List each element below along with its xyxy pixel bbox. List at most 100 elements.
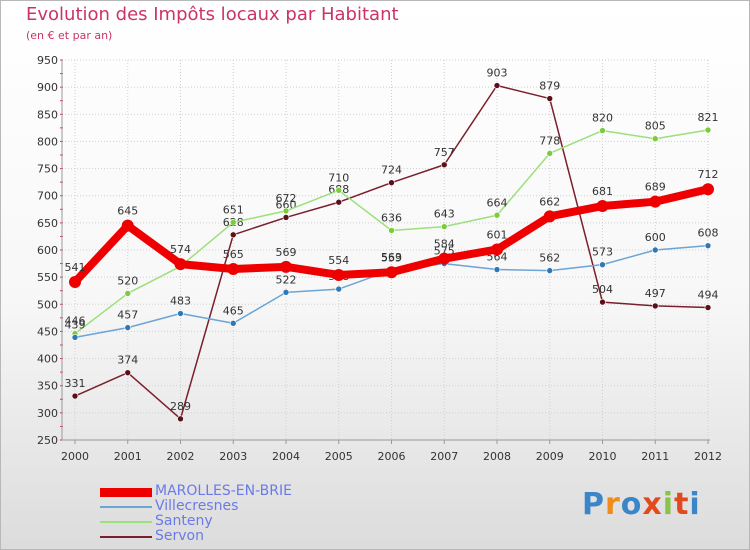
data-point xyxy=(227,263,240,275)
x-tick-label: 2008 xyxy=(483,450,511,463)
y-tick-label: 350 xyxy=(37,380,58,393)
data-label: 662 xyxy=(539,195,560,208)
x-tick-label: 2007 xyxy=(430,450,458,463)
data-label: 289 xyxy=(170,400,191,413)
data-point xyxy=(385,266,398,279)
x-tick-label: 2003 xyxy=(219,450,247,463)
logo-letter: P xyxy=(582,487,605,522)
y-tick-label: 800 xyxy=(37,135,58,148)
data-point xyxy=(69,276,81,289)
data-label: 600 xyxy=(645,231,666,244)
y-tick-label: 250 xyxy=(37,434,58,447)
legend-swatch xyxy=(100,536,152,538)
data-label: 724 xyxy=(381,164,402,177)
x-tick-label: 2006 xyxy=(378,450,406,463)
x-tick-label: 2010 xyxy=(589,450,617,463)
data-point xyxy=(388,227,395,234)
data-point xyxy=(704,242,712,249)
y-tick-label: 600 xyxy=(37,244,58,257)
logo-letter: o xyxy=(620,487,643,522)
data-label: 331 xyxy=(65,377,86,390)
data-point xyxy=(491,243,503,256)
data-point xyxy=(649,195,662,208)
data-point xyxy=(335,198,343,206)
data-point xyxy=(229,219,237,226)
x-tick-label: 2011 xyxy=(641,450,669,463)
logo-letter: t xyxy=(674,487,690,522)
data-point xyxy=(704,126,712,134)
data-label: 483 xyxy=(170,295,191,308)
data-point xyxy=(335,186,343,194)
data-point xyxy=(121,219,134,232)
data-point xyxy=(388,179,395,186)
proxiti-logo: Proxiti xyxy=(582,487,701,522)
data-label: 563 xyxy=(381,251,402,264)
data-label: 643 xyxy=(434,208,455,221)
data-label: 520 xyxy=(117,274,138,287)
y-tick-label: 700 xyxy=(37,190,58,203)
data-label: 562 xyxy=(539,252,560,265)
data-point xyxy=(335,285,343,293)
data-point xyxy=(546,150,554,157)
data-label: 821 xyxy=(698,111,719,124)
legend-swatch xyxy=(100,487,152,497)
x-tick-label: 2009 xyxy=(536,450,564,463)
data-point xyxy=(651,302,659,310)
data-point xyxy=(651,135,659,143)
x-tick-label: 2012 xyxy=(694,450,722,463)
y-tick-label: 650 xyxy=(37,217,58,230)
data-label: 569 xyxy=(276,246,297,259)
data-label: 584 xyxy=(434,238,455,251)
y-tick-label: 950 xyxy=(37,54,58,67)
data-point xyxy=(543,210,556,223)
data-point xyxy=(440,223,448,230)
data-label: 465 xyxy=(223,304,244,317)
data-point xyxy=(332,268,345,281)
y-tick-label: 900 xyxy=(37,81,58,94)
data-label: 651 xyxy=(223,203,244,216)
legend-label: MAROLLES-EN-BRIE xyxy=(155,483,292,499)
x-tick-label: 2002 xyxy=(167,450,195,463)
data-point xyxy=(124,369,132,376)
data-label: 820 xyxy=(592,112,613,125)
logo-letter: x xyxy=(642,487,663,522)
legend-label: Santeny xyxy=(155,513,213,529)
data-label: 805 xyxy=(645,120,666,133)
data-point xyxy=(651,246,659,254)
data-label: 574 xyxy=(170,243,191,256)
data-label: 601 xyxy=(487,228,508,241)
data-point xyxy=(177,310,184,317)
data-point xyxy=(177,415,184,423)
data-point xyxy=(282,207,290,215)
legend-swatch xyxy=(100,521,152,523)
data-label: 757 xyxy=(434,146,455,159)
data-label: 554 xyxy=(328,254,349,267)
legend-swatch xyxy=(100,506,152,508)
data-label: 681 xyxy=(592,185,613,198)
legend-label: Villecresnes xyxy=(155,498,239,514)
data-label: 504 xyxy=(592,283,613,296)
chart-subtitle: (en € et par an) xyxy=(26,29,113,42)
data-label: 497 xyxy=(645,287,666,300)
data-point xyxy=(599,298,606,306)
data-point xyxy=(124,324,132,331)
data-point xyxy=(493,266,501,273)
data-label: 689 xyxy=(645,181,666,194)
data-point xyxy=(546,267,554,274)
data-point xyxy=(599,127,606,134)
data-point xyxy=(282,289,290,296)
x-tick-label: 2005 xyxy=(325,450,353,463)
data-point xyxy=(493,211,501,219)
data-label: 541 xyxy=(65,261,86,274)
data-label: 672 xyxy=(276,192,297,205)
logo-letter: r xyxy=(605,487,621,522)
data-label: 446 xyxy=(65,315,86,328)
data-label: 608 xyxy=(698,227,719,240)
legend-label: Servon xyxy=(155,528,204,544)
x-tick-label: 2004 xyxy=(272,450,300,463)
data-label: 664 xyxy=(487,196,508,209)
y-tick-label: 300 xyxy=(37,407,58,420)
data-label: 439 xyxy=(65,318,86,331)
data-point xyxy=(71,334,79,341)
